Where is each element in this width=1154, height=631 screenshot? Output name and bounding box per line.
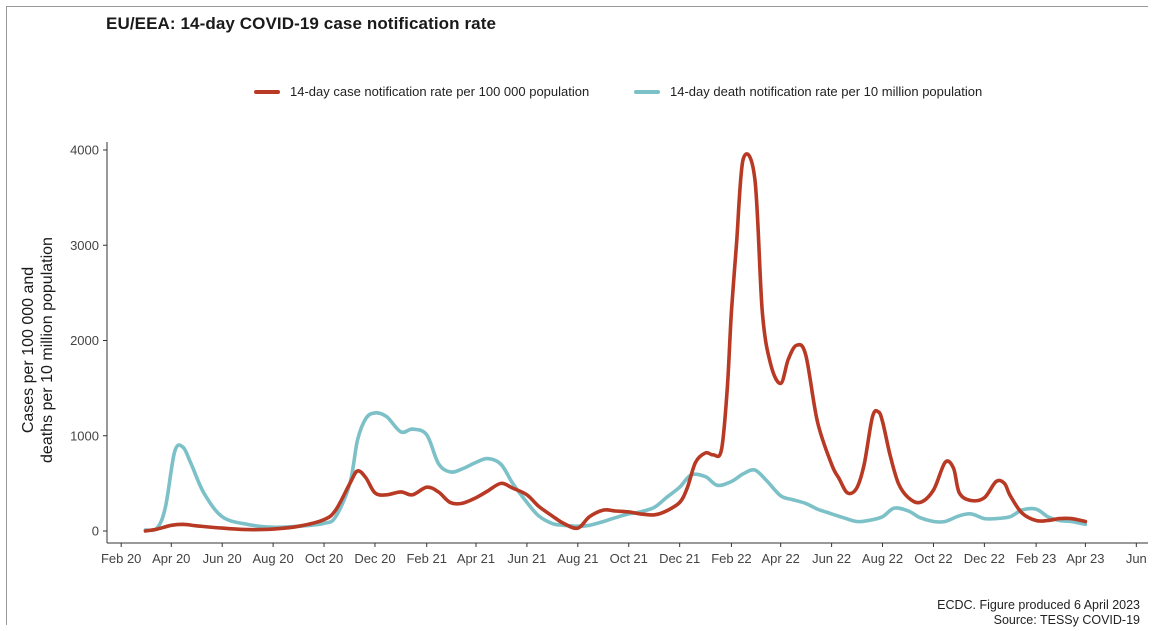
legend-label-deaths: 14-day death notification rate per 10 mi… xyxy=(670,84,983,99)
x-tick-label: Apr 22 xyxy=(762,551,800,566)
x-tick-label: Apr 23 xyxy=(1066,551,1104,566)
x-tick-label: Dec 21 xyxy=(659,551,700,566)
y-tick-label: 4000 xyxy=(70,143,99,158)
legend-swatch-cases xyxy=(254,89,280,94)
x-tick-label: Dec 22 xyxy=(964,551,1005,566)
chart-title: EU/EEA: 14-day COVID-19 case notificatio… xyxy=(106,14,497,33)
series-lines xyxy=(143,152,1088,533)
x-tick-label: Dec 20 xyxy=(354,551,395,566)
legend: 14-day case notification rate per 100 00… xyxy=(0,84,1154,108)
x-tick-label: Feb 22 xyxy=(711,551,751,566)
x-tick-label: Oct 21 xyxy=(610,551,648,566)
y-tick-label: 1000 xyxy=(70,428,99,443)
legend-swatch-deaths xyxy=(634,89,660,94)
x-tick-label: Aug 20 xyxy=(253,551,294,566)
series-line-deaths xyxy=(143,411,1088,533)
chart-frame xyxy=(6,6,1148,625)
legend-label-cases: 14-day case notification rate per 100 00… xyxy=(290,84,590,99)
x-tick-label: Feb 23 xyxy=(1016,551,1056,566)
x-tick-label: Feb 20 xyxy=(101,551,141,566)
x-tick-label: Jun 21 xyxy=(507,551,546,566)
axes: 0 1000 2000 3000 4000 Feb 20 Apr 20 Jun 20 Aug 2… xyxy=(70,142,1148,566)
x-tick-label: Jun 22 xyxy=(812,551,851,566)
x-tick-label: Aug 21 xyxy=(557,551,598,566)
footer-credits: ECDC. Figure produced 6 April 2023 Sourc… xyxy=(937,598,1140,628)
series-line-cases xyxy=(143,152,1088,533)
x-tick-label: Jun 20 xyxy=(203,551,242,566)
x-tick-label: Apr 21 xyxy=(457,551,495,566)
x-tick-label: Oct 20 xyxy=(305,551,343,566)
x-tick-label: Jun xyxy=(1126,551,1147,566)
y-tick-label: 0 xyxy=(92,524,99,539)
y-tick-label: 3000 xyxy=(70,238,99,253)
x-tick-label: Oct 22 xyxy=(914,551,952,566)
y-tick-label: 2000 xyxy=(70,333,99,348)
x-tick-label: Feb 21 xyxy=(406,551,446,566)
footer-line-1: ECDC. Figure produced 6 April 2023 xyxy=(937,598,1140,612)
x-tick-label: Aug 22 xyxy=(862,551,903,566)
x-tick-label: Apr 20 xyxy=(152,551,190,566)
legend-item-deaths: 14-day death notification rate per 10 mi… xyxy=(634,84,982,99)
footer-line-2: Source: TESSy COVID-19 xyxy=(993,613,1140,627)
legend-item-cases: 14-day case notification rate per 100 00… xyxy=(254,84,589,99)
